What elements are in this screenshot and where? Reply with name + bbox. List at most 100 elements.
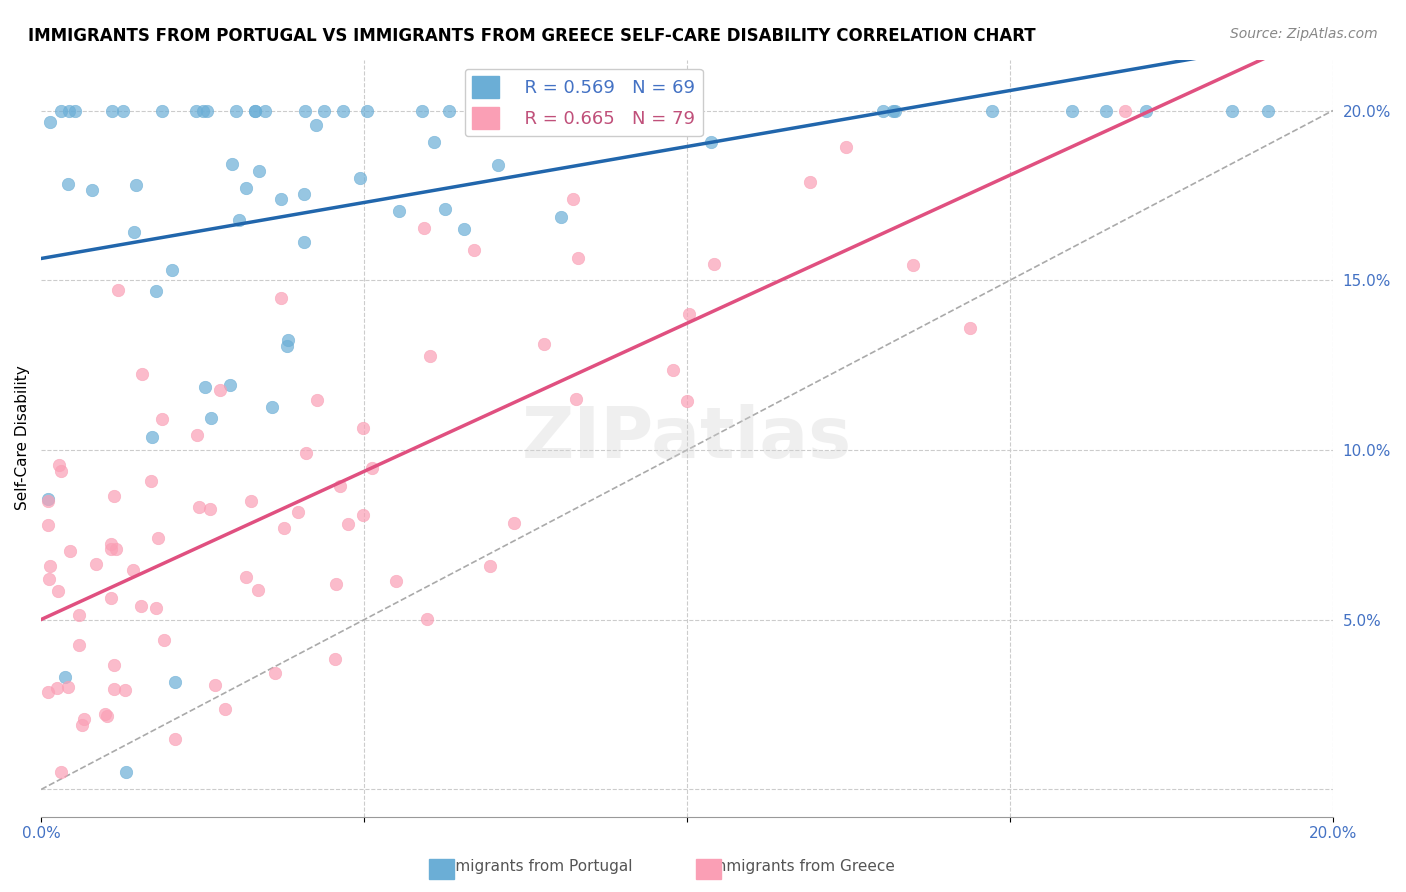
Text: Source: ZipAtlas.com: Source: ZipAtlas.com	[1230, 27, 1378, 41]
Point	[240, 494, 263, 508]
Point	[249, 164, 271, 178]
Y-axis label: Self-Care Disability: Self-Care Disability	[15, 366, 30, 510]
Point	[486, 158, 509, 172]
Point	[883, 103, 905, 118]
Point	[93, 706, 115, 721]
Point	[204, 678, 226, 692]
Point	[141, 430, 163, 444]
Point	[294, 103, 316, 118]
Point	[65, 103, 87, 118]
Text: IMMIGRANTS FROM PORTUGAL VS IMMIGRANTS FROM GREECE SELF-CARE DISABILITY CORRELAT: IMMIGRANTS FROM PORTUGAL VS IMMIGRANTS F…	[28, 27, 1036, 45]
Point	[287, 505, 309, 519]
Point	[453, 222, 475, 236]
Point	[349, 171, 371, 186]
Point	[277, 333, 299, 347]
Point	[51, 464, 73, 478]
Point	[80, 183, 103, 197]
Point	[568, 103, 591, 118]
Point	[235, 181, 257, 195]
Point	[700, 135, 723, 149]
Point	[37, 517, 59, 532]
Point	[264, 666, 287, 681]
Point	[39, 559, 62, 574]
Point	[437, 103, 460, 118]
Point	[198, 501, 221, 516]
Point	[100, 542, 122, 557]
Point	[675, 393, 697, 408]
Point	[72, 712, 94, 726]
Point	[188, 500, 211, 514]
Point	[191, 103, 214, 118]
Point	[337, 517, 360, 532]
Point	[221, 157, 243, 171]
Point	[56, 177, 79, 191]
Point	[49, 765, 72, 780]
Point	[148, 531, 170, 545]
Point	[503, 516, 526, 531]
Point	[37, 684, 59, 698]
Point	[219, 378, 242, 392]
Point	[208, 383, 231, 397]
Point	[96, 709, 118, 723]
Point	[101, 103, 124, 118]
Point	[58, 103, 80, 118]
Point	[114, 683, 136, 698]
Point	[434, 202, 457, 217]
Point	[122, 225, 145, 239]
Point	[45, 681, 67, 695]
Point	[225, 103, 247, 118]
Point	[67, 608, 90, 623]
Point	[329, 479, 352, 493]
Point	[479, 558, 502, 573]
Point	[243, 103, 266, 118]
Point	[882, 103, 904, 118]
Point	[305, 119, 328, 133]
Point	[214, 702, 236, 716]
Point	[423, 136, 446, 150]
Point	[228, 212, 250, 227]
Point	[292, 235, 315, 250]
Point	[387, 203, 409, 218]
Point	[678, 307, 700, 321]
Text: Immigrants from Portugal: Immigrants from Portugal	[436, 859, 633, 874]
Point	[153, 633, 176, 648]
Point	[1257, 103, 1279, 118]
Point	[38, 572, 60, 586]
Point	[307, 393, 329, 408]
Point	[103, 489, 125, 503]
Point	[1135, 103, 1157, 118]
Point	[37, 493, 59, 508]
Point	[53, 670, 76, 684]
Point	[186, 427, 208, 442]
Point	[200, 410, 222, 425]
Point	[463, 244, 485, 258]
Point	[325, 652, 347, 666]
Point	[959, 320, 981, 334]
Point	[273, 521, 295, 535]
Point	[703, 257, 725, 271]
Point	[103, 682, 125, 697]
Point	[1095, 103, 1118, 118]
Point	[360, 461, 382, 475]
Point	[105, 542, 128, 557]
Point	[260, 400, 283, 414]
Point	[129, 599, 152, 613]
Point	[533, 337, 555, 351]
Point	[163, 674, 186, 689]
Point	[194, 380, 217, 394]
Point	[312, 103, 335, 118]
Point	[115, 765, 138, 780]
Point	[165, 731, 187, 746]
Point	[565, 392, 588, 406]
Point	[184, 103, 207, 118]
Point	[981, 103, 1004, 118]
Point	[145, 284, 167, 298]
Point	[100, 537, 122, 551]
Point	[145, 600, 167, 615]
Point	[523, 103, 546, 118]
Point	[799, 175, 821, 189]
Point	[162, 263, 184, 277]
Point	[37, 491, 59, 506]
Point	[254, 103, 277, 118]
Point	[356, 103, 378, 118]
